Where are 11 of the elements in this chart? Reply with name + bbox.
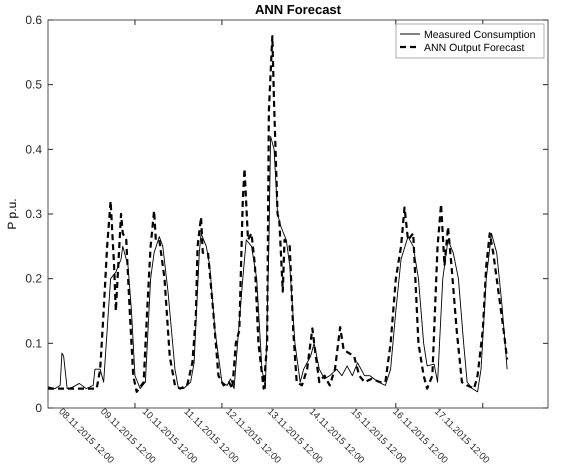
y-tick-label: 0.5 [25, 78, 42, 92]
y-tick-label: 0 [35, 401, 42, 415]
legend-label: Measured Consumption [424, 29, 536, 41]
y-tick-label: 0.3 [25, 207, 42, 221]
y-tick-label: 0.6 [25, 13, 42, 27]
y-axis-title: P p.u. [5, 198, 19, 230]
y-tick-label: 0.2 [25, 272, 42, 286]
y-tick-label: 0.4 [25, 142, 42, 156]
chart-title: ANN Forecast [255, 2, 342, 17]
y-tick-label: 0.1 [25, 336, 42, 350]
legend-label: ANN Output Forecast [424, 42, 524, 54]
